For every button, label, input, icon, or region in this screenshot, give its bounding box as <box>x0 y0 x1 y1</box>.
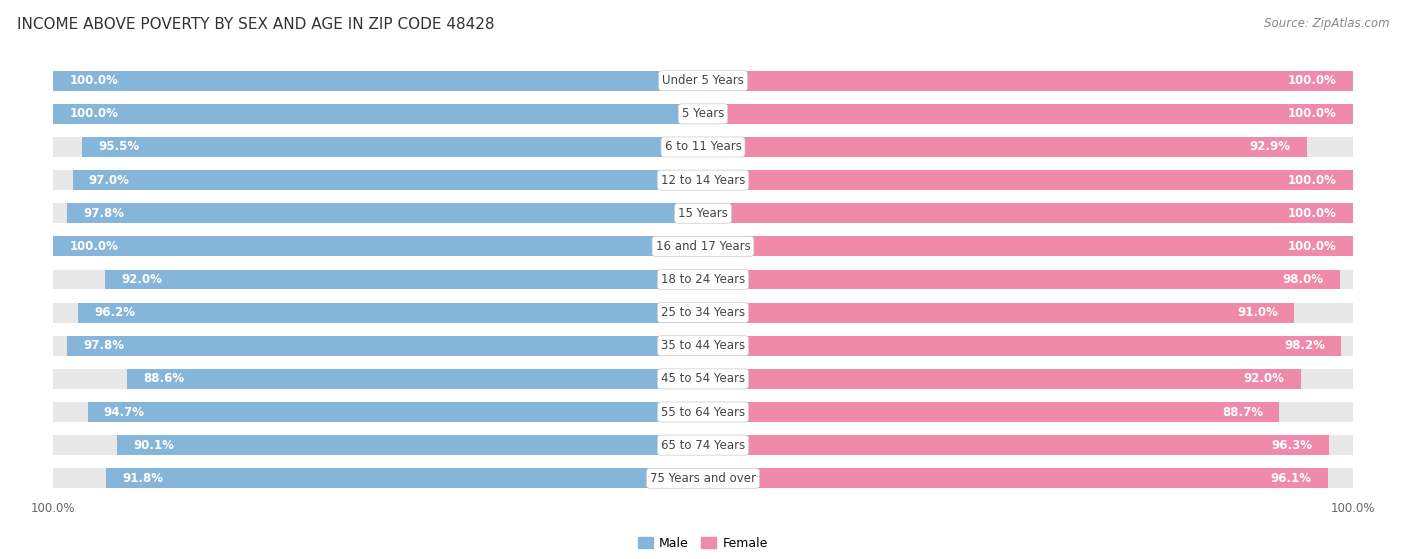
Bar <box>67 203 703 223</box>
Text: 100.0%: 100.0% <box>31 502 76 515</box>
Bar <box>703 104 1353 124</box>
Bar <box>87 402 703 422</box>
Bar <box>118 435 703 455</box>
Text: 25 to 34 Years: 25 to 34 Years <box>661 306 745 319</box>
Bar <box>53 170 1353 190</box>
Bar <box>53 137 1353 157</box>
Bar <box>703 203 1353 223</box>
Bar <box>53 71 703 91</box>
Text: 45 to 54 Years: 45 to 54 Years <box>661 372 745 385</box>
Text: 65 to 74 Years: 65 to 74 Years <box>661 439 745 452</box>
Text: 55 to 64 Years: 55 to 64 Years <box>661 405 745 419</box>
Text: Under 5 Years: Under 5 Years <box>662 74 744 87</box>
Bar <box>53 302 1353 323</box>
Text: 97.0%: 97.0% <box>89 174 129 187</box>
Text: 100.0%: 100.0% <box>1288 174 1337 187</box>
Text: 88.6%: 88.6% <box>143 372 184 385</box>
Bar <box>127 369 703 389</box>
Text: 35 to 44 Years: 35 to 44 Years <box>661 339 745 352</box>
Text: 18 to 24 Years: 18 to 24 Years <box>661 273 745 286</box>
Text: 100.0%: 100.0% <box>1288 240 1337 253</box>
Text: 90.1%: 90.1% <box>134 439 174 452</box>
Bar <box>53 402 1353 422</box>
Text: 97.8%: 97.8% <box>83 339 125 352</box>
Text: 88.7%: 88.7% <box>1222 405 1263 419</box>
Text: 92.0%: 92.0% <box>121 273 162 286</box>
Text: 75 Years and over: 75 Years and over <box>650 472 756 485</box>
Text: 100.0%: 100.0% <box>69 107 118 120</box>
Bar <box>53 104 703 124</box>
Text: 100.0%: 100.0% <box>69 74 118 87</box>
Bar <box>703 336 1341 356</box>
Text: 91.0%: 91.0% <box>1237 306 1278 319</box>
Text: 100.0%: 100.0% <box>1330 502 1375 515</box>
Text: 12 to 14 Years: 12 to 14 Years <box>661 174 745 187</box>
Bar <box>703 137 1306 157</box>
Text: Source: ZipAtlas.com: Source: ZipAtlas.com <box>1264 17 1389 30</box>
Bar <box>703 71 1353 91</box>
Text: 15 Years: 15 Years <box>678 207 728 220</box>
Bar <box>703 369 1301 389</box>
Text: 92.9%: 92.9% <box>1250 140 1291 154</box>
Text: 100.0%: 100.0% <box>1288 207 1337 220</box>
Bar <box>703 468 1327 488</box>
Bar <box>53 104 1353 124</box>
Bar <box>53 468 1353 488</box>
Bar <box>703 170 1353 190</box>
Text: 98.0%: 98.0% <box>1282 273 1323 286</box>
Text: 6 to 11 Years: 6 to 11 Years <box>665 140 741 154</box>
Bar <box>53 236 1353 257</box>
Text: 100.0%: 100.0% <box>69 240 118 253</box>
Text: 92.0%: 92.0% <box>1244 372 1285 385</box>
Text: 97.8%: 97.8% <box>83 207 125 220</box>
Bar <box>53 369 1353 389</box>
Bar <box>67 336 703 356</box>
Text: 16 and 17 Years: 16 and 17 Years <box>655 240 751 253</box>
Text: 91.8%: 91.8% <box>122 472 163 485</box>
Bar <box>53 336 1353 356</box>
Bar <box>53 203 1353 223</box>
Bar <box>53 269 1353 290</box>
Bar <box>53 71 1353 91</box>
Bar <box>73 170 703 190</box>
Bar <box>83 137 703 157</box>
Text: 98.2%: 98.2% <box>1284 339 1324 352</box>
Bar <box>107 468 703 488</box>
Bar <box>703 435 1329 455</box>
Bar <box>703 236 1353 257</box>
Bar <box>703 302 1295 323</box>
Bar <box>703 269 1340 290</box>
Text: 100.0%: 100.0% <box>1288 107 1337 120</box>
Text: 96.1%: 96.1% <box>1271 472 1312 485</box>
Text: 100.0%: 100.0% <box>1288 74 1337 87</box>
Text: 5 Years: 5 Years <box>682 107 724 120</box>
Bar <box>53 236 703 257</box>
Bar <box>53 435 1353 455</box>
Bar <box>77 302 703 323</box>
Text: 96.3%: 96.3% <box>1271 439 1313 452</box>
Text: 94.7%: 94.7% <box>104 405 145 419</box>
Legend: Male, Female: Male, Female <box>633 532 773 555</box>
Text: INCOME ABOVE POVERTY BY SEX AND AGE IN ZIP CODE 48428: INCOME ABOVE POVERTY BY SEX AND AGE IN Z… <box>17 17 495 32</box>
Text: 96.2%: 96.2% <box>94 306 135 319</box>
Bar <box>703 402 1279 422</box>
Text: 95.5%: 95.5% <box>98 140 139 154</box>
Bar <box>105 269 703 290</box>
